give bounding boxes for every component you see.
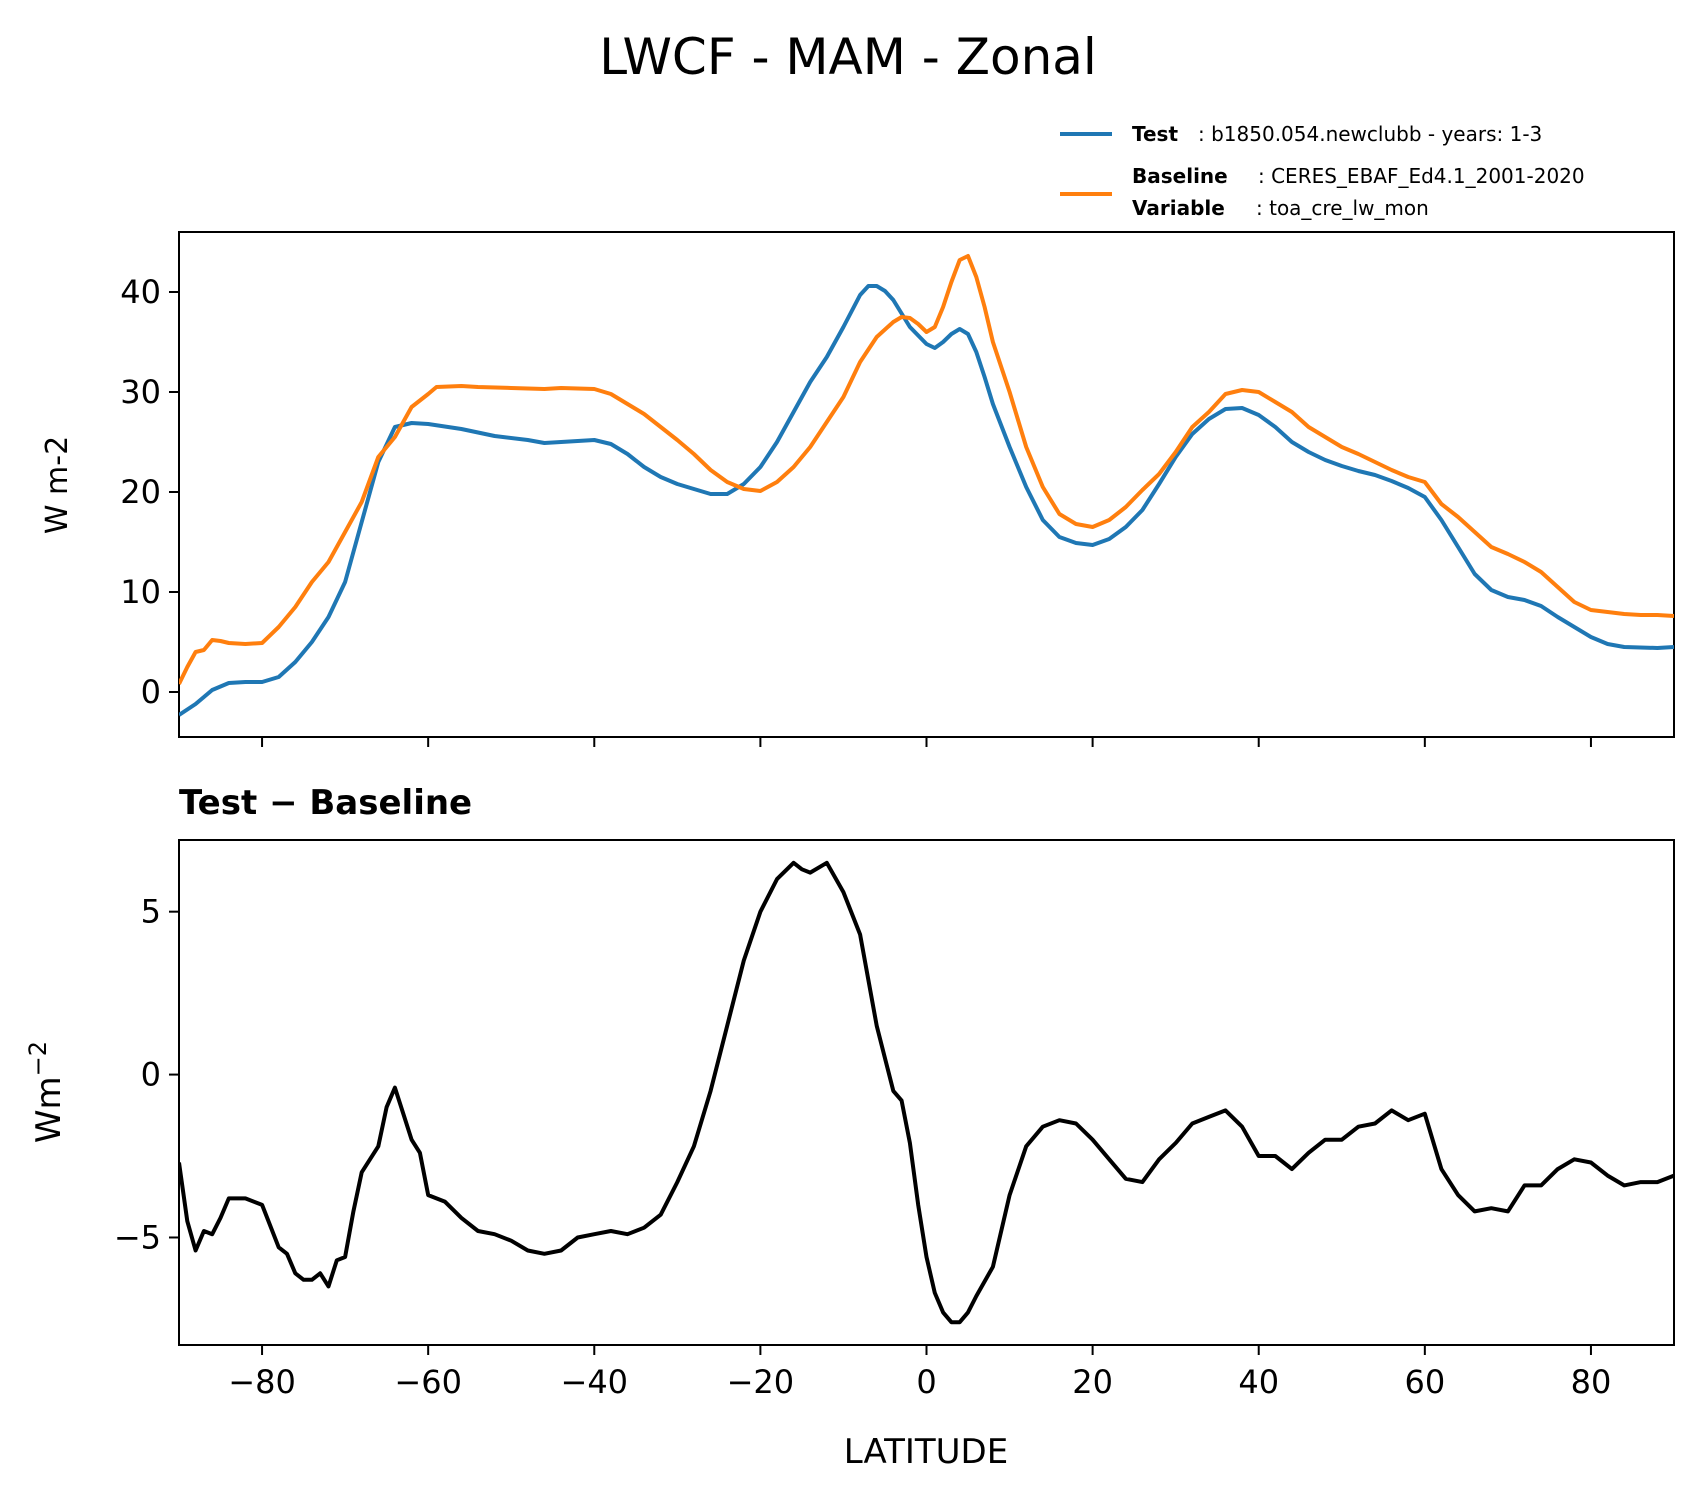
bottom-x-tick-label: −80	[228, 1363, 296, 1401]
bottom-x-tick-label: 80	[1571, 1363, 1612, 1401]
legend-variable-key: Variable	[1132, 196, 1225, 220]
difference-panel: Test − Baseline −5 0 5 −80 −60 −40 −20 0 20 40 60…	[24, 783, 1675, 1472]
bottom-x-tick-label: −60	[394, 1363, 462, 1401]
bottom-y-tick-label: 0	[141, 1056, 161, 1094]
legend-baseline-key: Baseline	[1132, 164, 1228, 188]
difference-panel-title: Test − Baseline	[179, 783, 472, 823]
top-y-axis-label: W m-2	[40, 436, 75, 534]
legend: Test : b1850.054.newclubb - years: 1-3 B…	[1060, 122, 1585, 220]
top-y-tick-label: 10	[120, 573, 161, 611]
top-plot-frame	[178, 231, 1675, 738]
legend-baseline-value: : CERES_EBAF_Ed4.1_2001-2020	[1258, 164, 1585, 188]
series-line-test	[179, 284, 1674, 717]
bottom-x-tick-label: −20	[727, 1363, 795, 1401]
bottom-series-group	[179, 860, 1674, 1325]
bottom-x-tick-label: −40	[561, 1363, 629, 1401]
bottom-x-tick-label: 20	[1072, 1363, 1113, 1401]
top-y-tick-label: 40	[120, 273, 161, 311]
zonal-mean-panel: 0 10 20 30 40 W m-2	[40, 231, 1675, 747]
top-y-tick-label: 0	[141, 673, 161, 711]
legend-variable-value: : toa_cre_lw_mon	[1256, 196, 1429, 220]
top-y-tick-label: 30	[120, 373, 161, 411]
bottom-y-axis-label: Wm−2	[24, 1041, 69, 1143]
series-line-baseline	[179, 254, 1674, 685]
chart-title: LWCF - MAM - Zonal	[599, 28, 1097, 86]
top-y-axis: 0 10 20 30 40	[120, 273, 179, 711]
legend-test-value: : b1850.054.newclubb - years: 1-3	[1198, 122, 1542, 146]
top-y-tick-label: 20	[120, 473, 161, 511]
legend-test-key: Test	[1132, 122, 1178, 146]
bottom-plot-frame	[178, 839, 1675, 1346]
bottom-x-tick-label: 0	[916, 1363, 936, 1401]
bottom-y-tick-label: 5	[141, 893, 161, 931]
bottom-x-tick-label: 60	[1404, 1363, 1445, 1401]
top-series-group	[179, 254, 1674, 717]
bottom-x-tick-label: 40	[1238, 1363, 1279, 1401]
bottom-y-tick-label: −5	[114, 1218, 161, 1256]
bottom-x-axis: −80 −60 −40 −20 0 20 40 60 80	[228, 1345, 1611, 1401]
top-x-axis	[261, 737, 1592, 747]
series-line-test-baseline	[179, 860, 1674, 1325]
x-axis-label: LATITUDE	[844, 1432, 1008, 1472]
bottom-y-axis: −5 0 5	[114, 893, 179, 1256]
